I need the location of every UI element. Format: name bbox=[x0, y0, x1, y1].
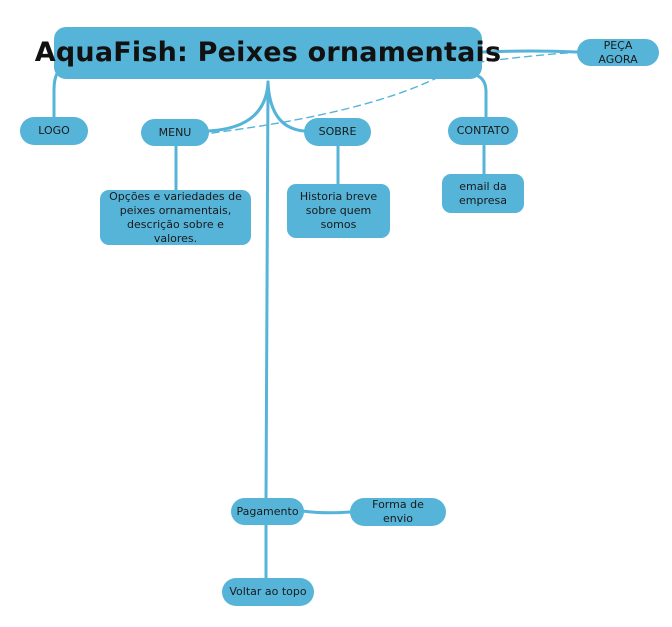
node-logo-label: LOGO bbox=[38, 124, 70, 138]
edge-title-pagamento bbox=[266, 82, 268, 500]
edge-title-menu bbox=[208, 82, 268, 131]
node-contato[interactable]: CONTATO bbox=[448, 117, 518, 145]
node-menu-description[interactable]: Opções e variedades de peixes ornamentai… bbox=[100, 190, 251, 245]
node-pagamento[interactable]: Pagamento bbox=[231, 498, 304, 525]
node-forma-de-envio[interactable]: Forma de envio bbox=[350, 498, 446, 526]
node-sobre-description[interactable]: Historia breve sobre quem somos bbox=[287, 184, 390, 238]
central-topic-text: AquaFish: Peixes ornamentais bbox=[35, 46, 501, 60]
node-menu-label: MENU bbox=[159, 126, 192, 140]
node-sobre[interactable]: SOBRE bbox=[304, 118, 371, 146]
edge-pagamento-envio bbox=[302, 511, 350, 513]
edge-title-contato bbox=[478, 76, 486, 118]
node-peca-agora[interactable]: PEÇA AGORA bbox=[577, 39, 659, 66]
node-peca-agora-label: PEÇA AGORA bbox=[583, 39, 653, 67]
node-contato-description-text: email da empresa bbox=[448, 180, 518, 208]
edge-title-logo bbox=[54, 72, 58, 120]
node-contato-label: CONTATO bbox=[457, 124, 509, 138]
central-topic-title[interactable]: AquaFish: Peixes ornamentais bbox=[54, 27, 482, 79]
node-pagamento-label: Pagamento bbox=[236, 505, 298, 519]
node-contato-description[interactable]: email da empresa bbox=[442, 174, 524, 213]
node-voltar-ao-topo-label: Voltar ao topo bbox=[229, 585, 306, 599]
node-forma-de-envio-label: Forma de envio bbox=[356, 498, 440, 526]
node-logo[interactable]: LOGO bbox=[20, 117, 88, 145]
node-sobre-description-text: Historia breve sobre quem somos bbox=[293, 190, 384, 232]
node-voltar-ao-topo[interactable]: Voltar ao topo bbox=[222, 578, 314, 606]
node-sobre-label: SOBRE bbox=[319, 125, 357, 139]
node-menu-description-text: Opções e variedades de peixes ornamentai… bbox=[106, 190, 245, 246]
node-menu[interactable]: MENU bbox=[141, 119, 209, 146]
